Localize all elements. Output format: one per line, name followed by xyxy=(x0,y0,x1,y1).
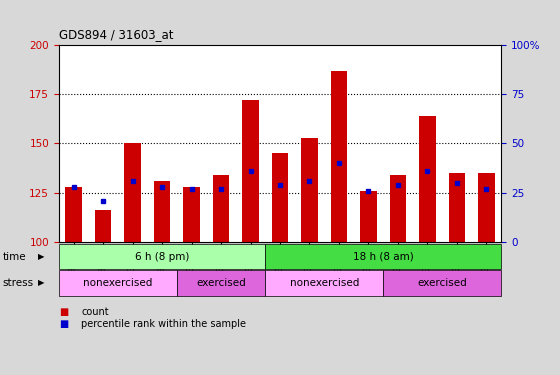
Bar xyxy=(390,175,406,242)
Text: ■: ■ xyxy=(59,319,68,328)
Text: GDS894 / 31603_at: GDS894 / 31603_at xyxy=(59,28,173,41)
Text: 18 h (8 am): 18 h (8 am) xyxy=(353,252,414,261)
Bar xyxy=(124,144,141,242)
Bar xyxy=(478,173,494,242)
Bar xyxy=(184,187,199,242)
Bar xyxy=(383,270,501,296)
Bar xyxy=(361,190,376,242)
Bar xyxy=(154,181,170,242)
Text: percentile rank within the sample: percentile rank within the sample xyxy=(81,319,246,328)
Bar xyxy=(213,175,229,242)
Bar xyxy=(177,270,265,296)
Bar xyxy=(242,100,259,242)
Text: count: count xyxy=(81,308,109,317)
Text: nonexercised: nonexercised xyxy=(290,278,359,288)
Bar xyxy=(66,187,82,242)
Bar xyxy=(272,153,288,242)
Bar xyxy=(265,244,501,269)
Bar xyxy=(59,270,177,296)
Bar xyxy=(59,244,265,269)
Text: nonexercised: nonexercised xyxy=(83,278,152,288)
Bar xyxy=(301,138,318,242)
Bar xyxy=(449,173,465,242)
Bar xyxy=(265,270,383,296)
Text: ▶: ▶ xyxy=(38,252,45,261)
Bar xyxy=(419,116,436,242)
Bar xyxy=(95,210,111,242)
Text: exercised: exercised xyxy=(417,278,467,288)
Text: ■: ■ xyxy=(59,308,68,317)
Text: exercised: exercised xyxy=(196,278,246,288)
Text: 6 h (8 pm): 6 h (8 pm) xyxy=(135,252,189,261)
Bar xyxy=(331,70,347,242)
Text: ▶: ▶ xyxy=(38,278,45,287)
Text: stress: stress xyxy=(3,278,34,288)
Text: time: time xyxy=(3,252,26,261)
